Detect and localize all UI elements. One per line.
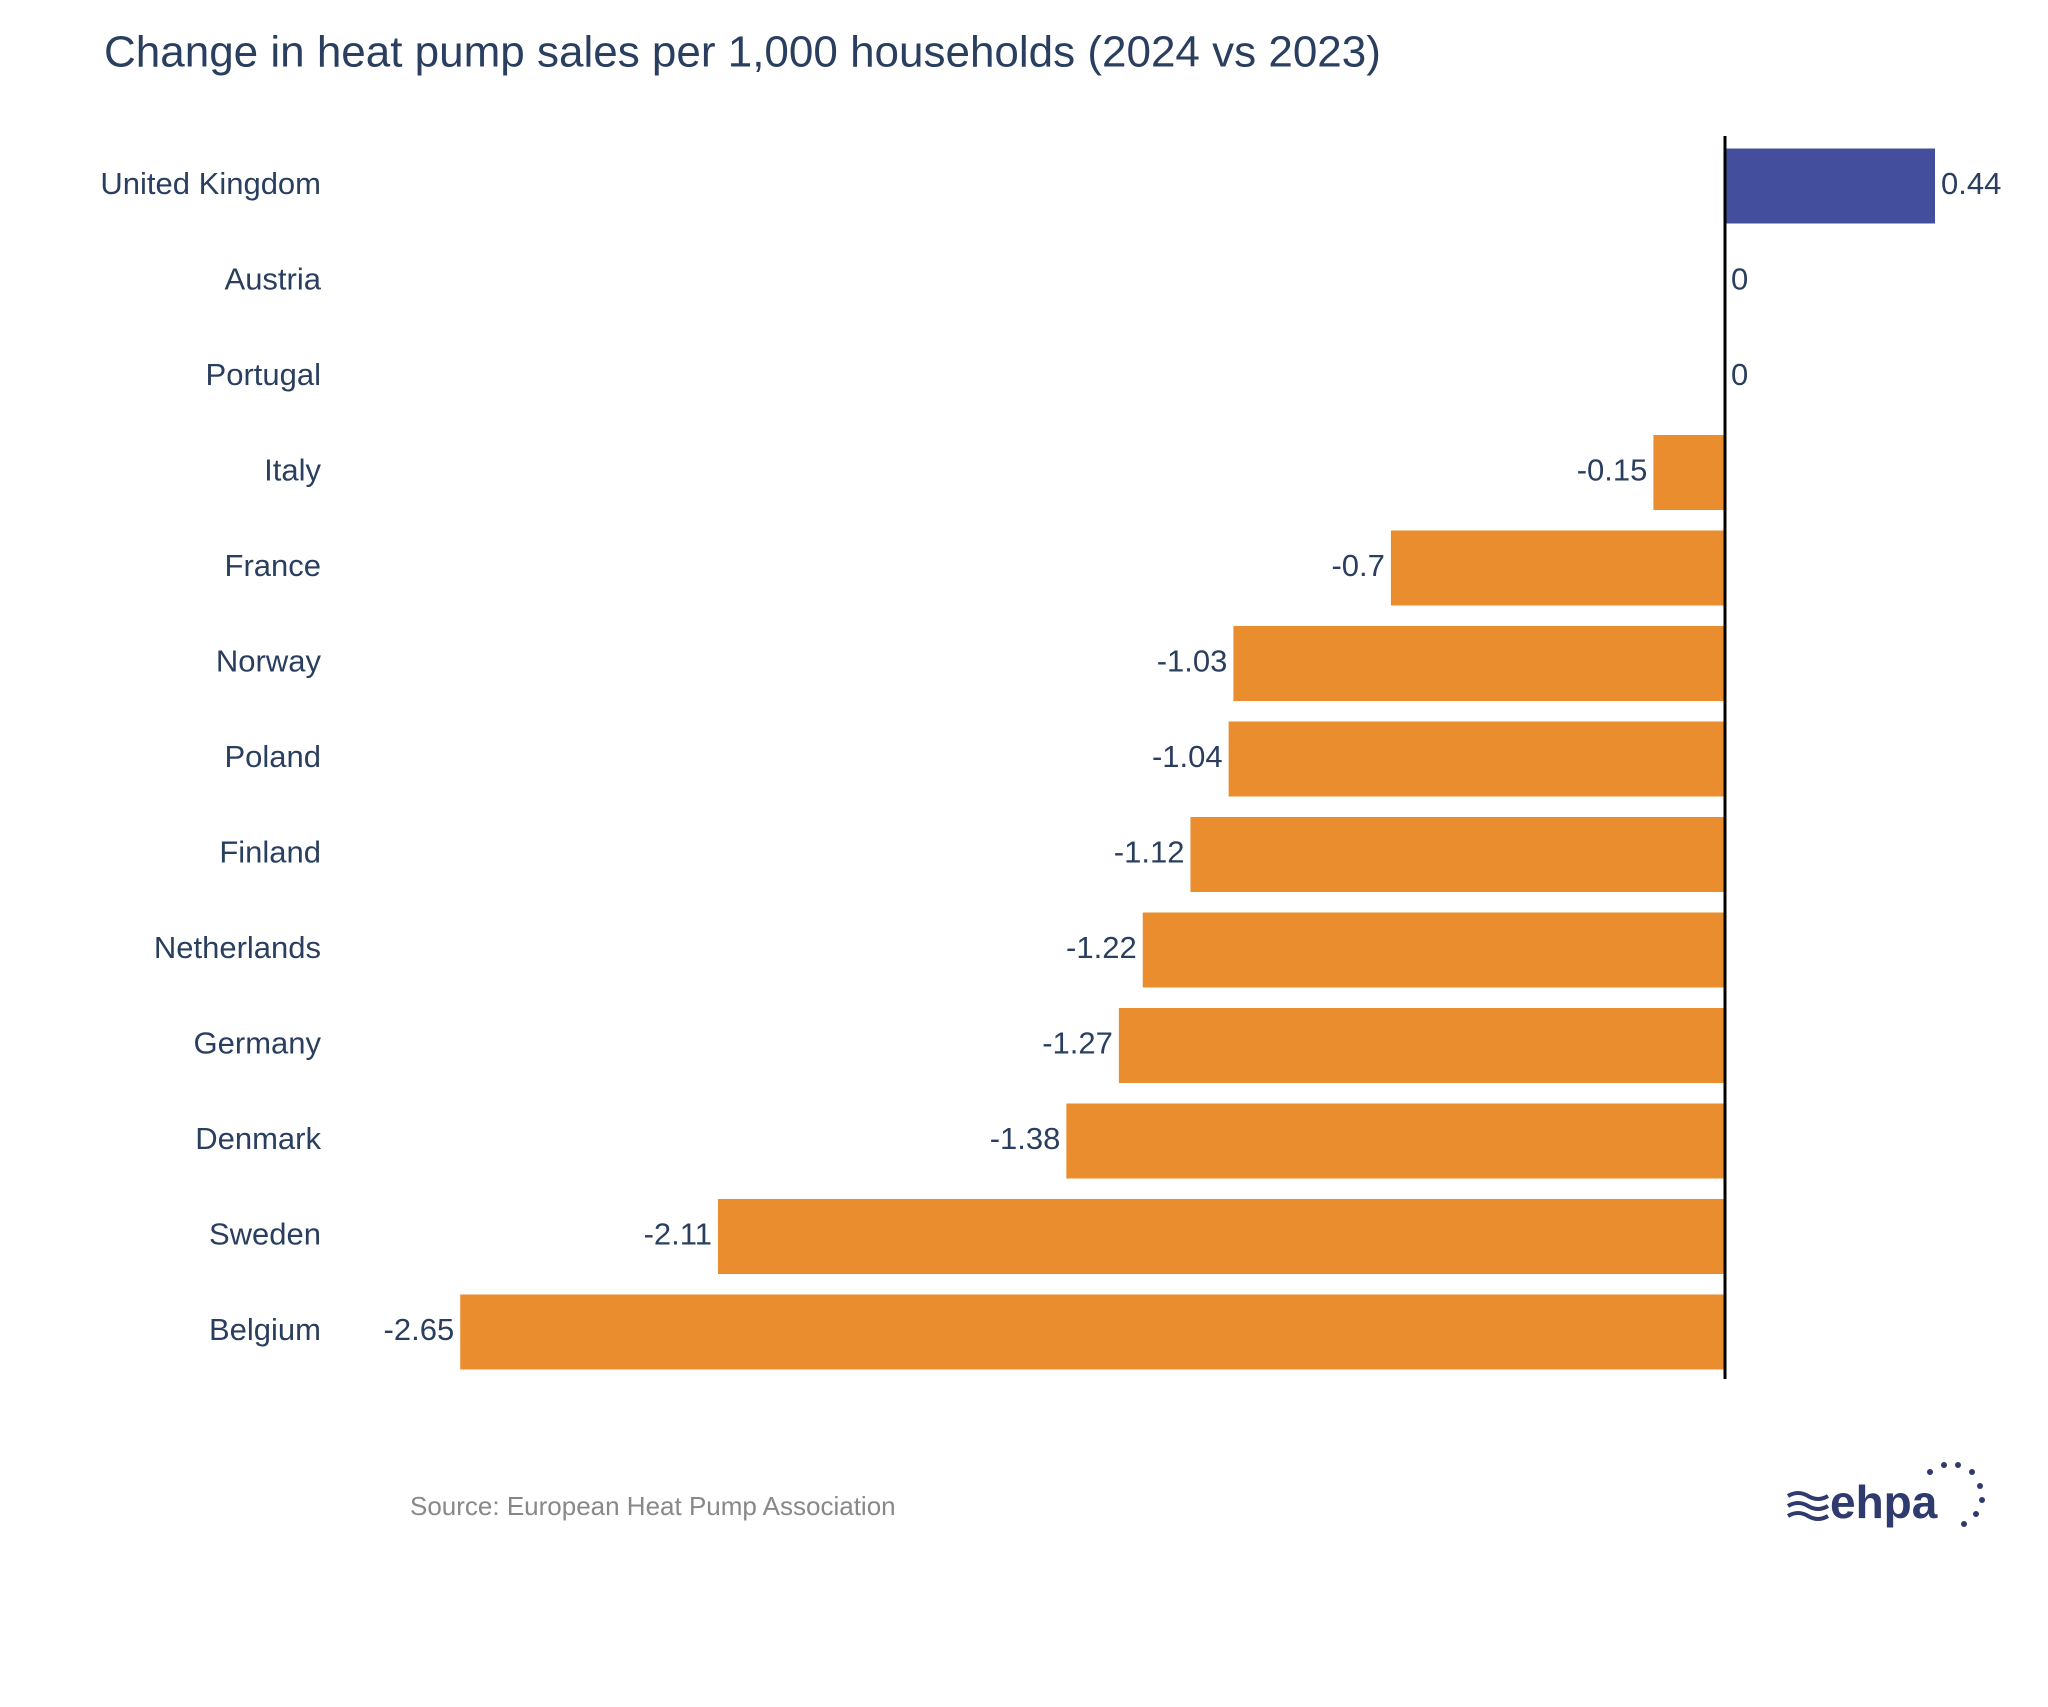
bar (1233, 626, 1725, 701)
value-label: -1.38 (990, 1121, 1061, 1156)
value-label: -0.15 (1577, 453, 1648, 488)
value-label: -2.11 (644, 1217, 712, 1252)
value-label: 0 (1731, 262, 1748, 297)
logo-stars (1927, 1462, 1985, 1527)
y-tick-label: Denmark (195, 1121, 321, 1156)
source: Source: European Heat Pump Association (410, 1491, 896, 1521)
bar (1142, 912, 1725, 988)
value-label: 0.44 (1941, 166, 2001, 201)
bar (1190, 817, 1725, 892)
bar (1653, 435, 1725, 510)
value-label: -1.03 (1157, 644, 1228, 679)
y-tick-label: Sweden (209, 1217, 321, 1252)
y-tick-label: Netherlands (154, 930, 321, 965)
y-tick-label: France (225, 548, 321, 583)
bar (1725, 148, 1935, 224)
y-tick-label: Austria (225, 262, 322, 297)
bar (1390, 530, 1725, 606)
y-tick-label: Norway (216, 644, 322, 679)
y-tick-label: Italy (264, 453, 321, 488)
bar (460, 1294, 1725, 1370)
logo-text: ehpa (1830, 1476, 1938, 1528)
value-label: -1.22 (1066, 930, 1137, 965)
value-label: -1.12 (1114, 835, 1185, 870)
value-label: -0.7 (1331, 548, 1384, 583)
logo: ehpa (1786, 1462, 1985, 1528)
bar (1228, 721, 1725, 797)
chart-title: Change in heat pump sales per 1,000 hous… (104, 28, 1381, 77)
value-label: -1.04 (1152, 739, 1223, 774)
y-tick-label: Finland (219, 835, 321, 870)
bar (717, 1199, 1725, 1274)
value-label: -2.65 (384, 1312, 455, 1347)
y-tick-label: Germany (194, 1026, 322, 1061)
y-tick-label: Poland (224, 739, 321, 774)
y-tick-label: Portugal (206, 357, 321, 392)
value-label: 0 (1731, 357, 1748, 392)
y-tick-label: United Kingdom (100, 166, 321, 201)
value-label: -1.27 (1042, 1026, 1113, 1061)
y-tick-label: Belgium (209, 1312, 321, 1347)
bar (1066, 1103, 1725, 1179)
bar (1118, 1008, 1725, 1083)
logo-waves (1786, 1491, 1830, 1521)
